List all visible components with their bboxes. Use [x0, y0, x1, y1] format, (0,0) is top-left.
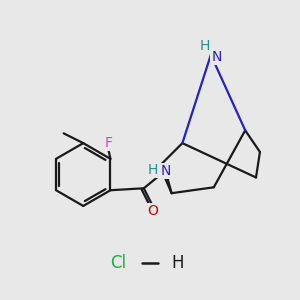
- Text: H: H: [171, 254, 184, 272]
- Text: N: N: [212, 50, 222, 64]
- Text: H: H: [148, 163, 158, 177]
- Text: O: O: [147, 204, 158, 218]
- Text: Cl: Cl: [110, 254, 127, 272]
- Text: F: F: [104, 136, 112, 150]
- Text: N: N: [160, 164, 171, 178]
- Text: H: H: [200, 39, 210, 53]
